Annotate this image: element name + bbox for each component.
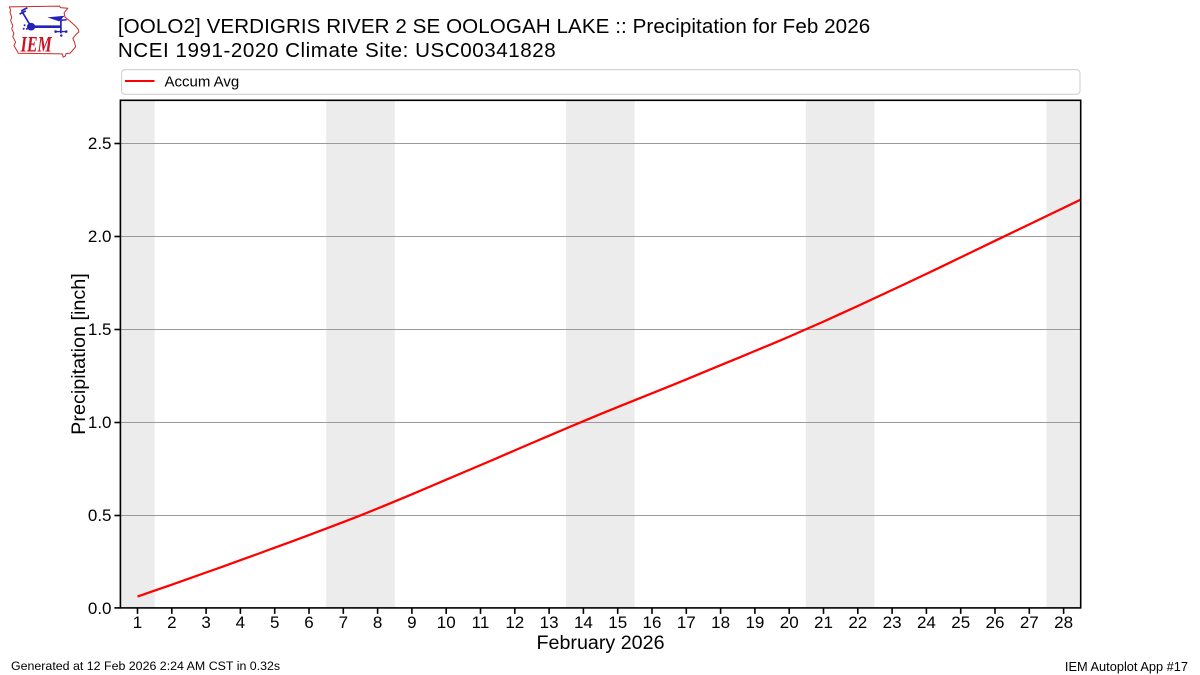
svg-text:27: 27 — [1020, 613, 1039, 632]
svg-text:22: 22 — [848, 613, 867, 632]
svg-text:February 2026: February 2026 — [536, 632, 664, 654]
svg-text:16: 16 — [643, 613, 662, 632]
svg-text:3: 3 — [201, 613, 210, 632]
svg-text:24: 24 — [917, 613, 936, 632]
svg-text:Precipitation [inch]: Precipitation [inch] — [68, 273, 90, 435]
svg-text:5: 5 — [270, 613, 279, 632]
svg-text:2: 2 — [167, 613, 176, 632]
svg-text:IEM: IEM — [20, 33, 53, 57]
svg-text:Generated at 12 Feb 2026 2:24: Generated at 12 Feb 2026 2:24 AM CST in … — [11, 659, 280, 673]
svg-text:20: 20 — [780, 613, 799, 632]
svg-text:18: 18 — [711, 613, 730, 632]
svg-text:6: 6 — [304, 613, 313, 632]
svg-text:23: 23 — [883, 613, 902, 632]
svg-text:12: 12 — [505, 613, 524, 632]
svg-text:21: 21 — [814, 613, 833, 632]
svg-text:13: 13 — [540, 613, 559, 632]
svg-text:11: 11 — [472, 613, 490, 632]
svg-text:15: 15 — [608, 613, 627, 632]
svg-text:10: 10 — [437, 613, 456, 632]
svg-text:26: 26 — [986, 613, 1005, 632]
svg-text:4: 4 — [236, 613, 245, 632]
svg-text:0.0: 0.0 — [88, 599, 112, 618]
svg-text:0.5: 0.5 — [88, 506, 112, 525]
svg-text:IEM Autoplot App #17: IEM Autoplot App #17 — [1065, 659, 1188, 674]
svg-text:[OOLO2] VERDIGRIS RIVER 2 SE O: [OOLO2] VERDIGRIS RIVER 2 SE OOLOGAH LAK… — [118, 15, 870, 38]
svg-text:19: 19 — [745, 613, 764, 632]
svg-text:1: 1 — [133, 613, 142, 632]
svg-text:1.0: 1.0 — [88, 413, 112, 432]
svg-text:2.5: 2.5 — [88, 134, 112, 153]
svg-text:Accum Avg: Accum Avg — [165, 74, 240, 91]
svg-text:25: 25 — [951, 613, 970, 632]
svg-text:NCEI 1991-2020 Climate Site: U: NCEI 1991-2020 Climate Site: USC00341828 — [118, 39, 556, 62]
svg-text:17: 17 — [677, 613, 696, 632]
svg-text:14: 14 — [574, 613, 593, 632]
svg-text:1.5: 1.5 — [88, 320, 112, 339]
svg-text:7: 7 — [339, 613, 348, 632]
svg-text:28: 28 — [1054, 613, 1073, 632]
svg-text:9: 9 — [407, 613, 416, 632]
svg-text:2.0: 2.0 — [88, 227, 112, 246]
svg-text:8: 8 — [373, 613, 382, 632]
